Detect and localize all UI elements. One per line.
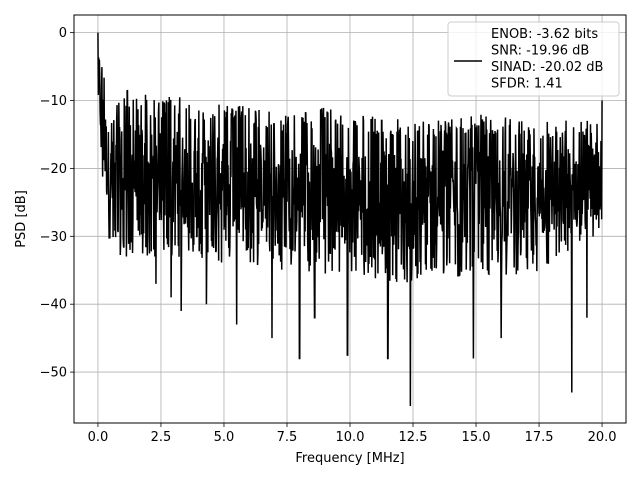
- legend-entry-line: ENOB: -3.62 bits: [491, 27, 598, 42]
- x-tick-label: 20.0: [588, 430, 617, 445]
- legend-box: [447, 21, 620, 97]
- x-tick-label: 2.5: [151, 430, 172, 445]
- psd-series-line: [97, 32, 603, 407]
- y-tick-label: −40: [40, 298, 67, 313]
- x-tick-label: 10.0: [336, 430, 365, 445]
- x-tick-label: 17.5: [525, 430, 554, 445]
- y-tick-label: 0: [59, 26, 67, 41]
- y-tick-label: −30: [40, 230, 67, 245]
- x-tick-label: 5.0: [214, 430, 235, 445]
- x-axis-label: Frequency [MHz]: [295, 451, 404, 466]
- x-tick-label: 15.0: [462, 430, 491, 445]
- x-tick-label: 0.0: [88, 430, 109, 445]
- y-tick-label: −10: [40, 94, 67, 109]
- series-layer: [97, 32, 603, 407]
- y-tick-label: −20: [40, 162, 67, 177]
- legend-entry-line: SFDR: 1.41: [491, 77, 563, 92]
- x-tick-label: 7.5: [277, 430, 298, 445]
- x-tick-label: 12.5: [399, 430, 428, 445]
- legend-entry-line: SINAD: -20.02 dB: [491, 60, 603, 75]
- legend-entry-line: SNR: -19.96 dB: [491, 44, 589, 59]
- y-axis-label: PSD [dB]: [14, 190, 29, 248]
- ticks: 0.0 2.5 5.0 7.5 10.0 12.5 15.0 17.5 20.0 0 −10 −20 −…: [40, 26, 617, 445]
- y-tick-label: −50: [40, 366, 67, 381]
